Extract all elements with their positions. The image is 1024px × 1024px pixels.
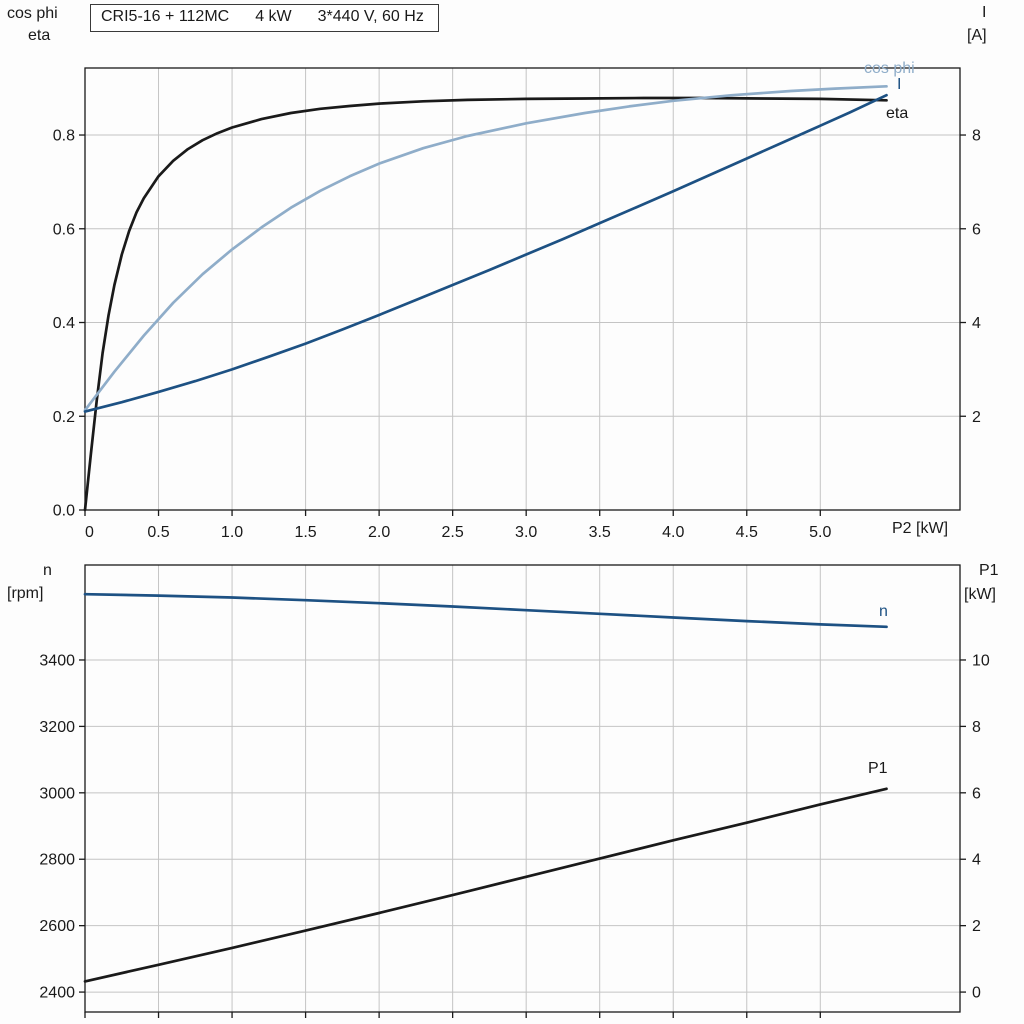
y-left-tick-label: 3400 [39, 652, 75, 669]
y-left-tick-label: 0.0 [53, 503, 75, 520]
y-left-axis-title-n: n [43, 562, 52, 579]
plot-frame [84, 564, 961, 1013]
y-right-axis-title-kw: [kW] [964, 586, 996, 603]
y-left-tick-label: 2400 [39, 985, 75, 1002]
y-right-tick-label: 0 [972, 985, 981, 1002]
x-tick-label: 0.5 [147, 524, 169, 541]
series-eta [83, 96, 888, 512]
series-current-i [83, 93, 888, 413]
series-cos-phi [83, 84, 888, 412]
y-left-tick-label: 0.4 [53, 315, 75, 332]
curve-label-cos-phi: cos phi [864, 60, 915, 77]
y-right-tick-label: 4 [972, 315, 981, 332]
y-right-tick-label: 6 [972, 785, 981, 802]
y-right-tick-label: 2 [972, 918, 981, 935]
x-axis-title-p2: P2 [kW] [892, 520, 949, 537]
y-right-tick-label: 6 [972, 221, 981, 238]
y-left-tick-label: 0.2 [53, 409, 75, 426]
y-right-axis-title-p1: P1 [979, 562, 999, 579]
y-left-tick-label: 3200 [39, 719, 75, 736]
x-tick-label: 3.5 [589, 524, 611, 541]
y-right-axis-title-i: I [982, 4, 987, 21]
y-right-tick-label: 2 [972, 409, 981, 426]
series-speed-n [83, 592, 888, 629]
plot-frame [84, 67, 961, 511]
y-right-tick-label: 10 [972, 652, 990, 669]
x-tick-label: 4.0 [662, 524, 684, 541]
x-tick-label: 2.5 [442, 524, 464, 541]
power-rating-label: 4 kW [255, 8, 292, 25]
pump-model-label: CRI5-16 + 112MC [101, 8, 230, 25]
y-left-tick-label: 2600 [39, 918, 75, 935]
chart-title-box: CRI5-16 + 112MC 4 kW 3*440 V, 60 Hz [90, 4, 439, 32]
y-left-axis-title-eta: eta [28, 27, 51, 44]
curve-label-current: I [897, 76, 902, 93]
x-tick-label: 1.5 [294, 524, 316, 541]
curve-label-speed: n [879, 603, 888, 620]
curve-label-p1: P1 [868, 760, 888, 777]
voltage-frequency-label: 3*440 V, 60 Hz [317, 8, 424, 25]
x-tick-label: 0 [85, 524, 94, 541]
x-tick-label: 4.5 [736, 524, 758, 541]
y-left-tick-label: 0.8 [53, 128, 75, 145]
curve-label-eta: eta [886, 105, 909, 122]
y-left-tick-label: 3000 [39, 785, 75, 802]
x-tick-label: 5.0 [809, 524, 831, 541]
x-tick-label: 2.0 [368, 524, 390, 541]
y-left-axis-title-rpm: [rpm] [7, 585, 44, 602]
y-left-axis-title-cosphi: cos phi [7, 5, 58, 22]
y-right-axis-title-amps: [A] [967, 27, 987, 44]
y-right-tick-label: 8 [972, 128, 981, 145]
y-right-tick-label: 8 [972, 719, 981, 736]
y-left-tick-label: 0.6 [53, 221, 75, 238]
x-tick-label: 3.0 [515, 524, 537, 541]
series-p1 [83, 787, 888, 983]
y-right-tick-label: 4 [972, 852, 981, 869]
y-left-tick-label: 2800 [39, 852, 75, 869]
x-tick-label: 1.0 [221, 524, 243, 541]
